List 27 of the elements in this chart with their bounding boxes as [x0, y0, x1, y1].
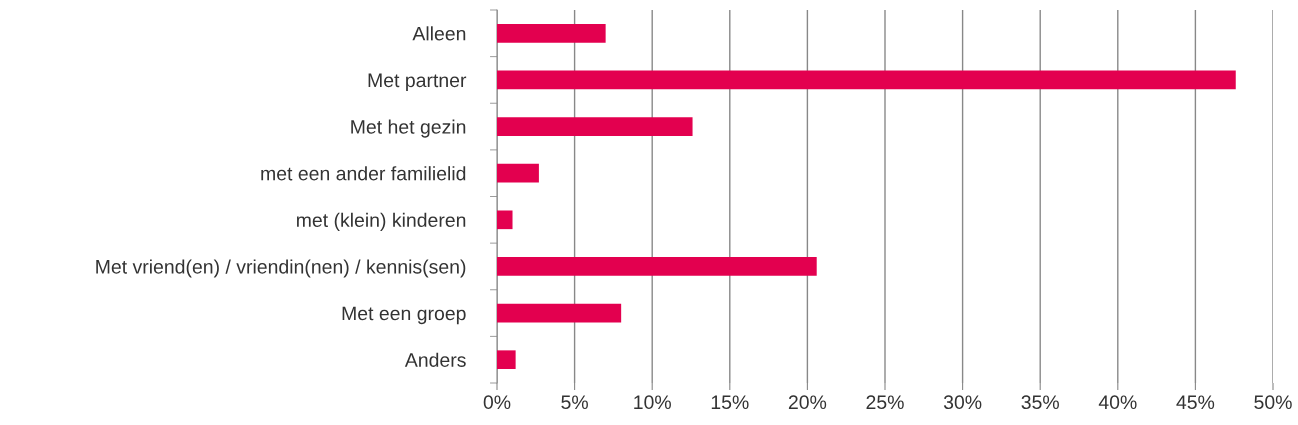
y-tick-label: Met een groep [342, 306, 466, 325]
bar [497, 70, 1236, 90]
bar [497, 257, 817, 276]
bar [497, 350, 516, 370]
x-tick-label: 15% [711, 395, 749, 410]
bar [497, 303, 622, 323]
x-tick-label: 40% [1098, 395, 1137, 410]
bar [497, 117, 693, 136]
y-tick-label: met een ander familielid [261, 166, 466, 181]
y-tick-label: Met het gezin [351, 119, 466, 138]
x-tick-label: 5% [561, 395, 588, 410]
y-tick-label: Anders [404, 352, 466, 367]
x-tick-label: 10% [634, 395, 671, 410]
x-tick-label: 35% [1021, 395, 1059, 410]
x-tick-label: 0% [483, 395, 511, 410]
bar [497, 23, 606, 43]
bar [497, 163, 539, 183]
y-tick-label: Met vriend(en) / vriendin(nen) / kennis(sen) [96, 259, 466, 278]
x-tick-label: 20% [788, 395, 827, 410]
x-tick-label: 25% [866, 395, 904, 410]
bar [497, 210, 513, 230]
x-tick-label: 50% [1254, 395, 1292, 410]
y-tick-label: met (klein) kinderen [297, 212, 466, 231]
x-tick-label: 45% [1176, 395, 1215, 410]
x-tick-label: 30% [943, 395, 982, 410]
y-tick-label: Met partner [368, 73, 467, 92]
y-tick-label: Alleen [412, 26, 466, 41]
